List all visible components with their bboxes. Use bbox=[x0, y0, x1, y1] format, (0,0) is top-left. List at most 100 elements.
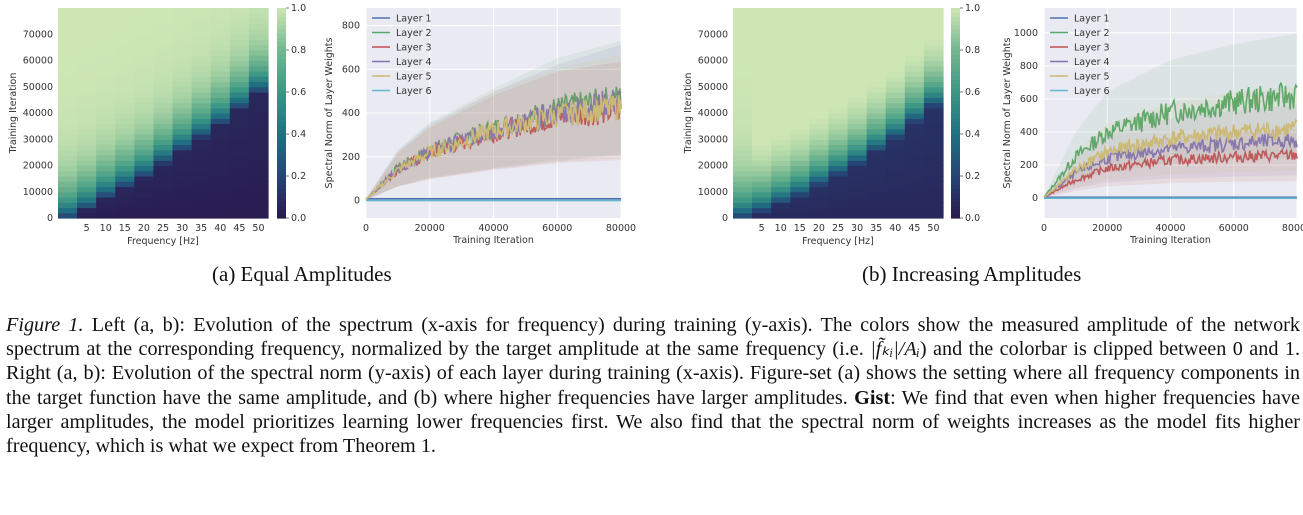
heatmap-cell bbox=[885, 86, 906, 93]
heatmap-cell bbox=[866, 202, 887, 209]
heatmap-cell bbox=[248, 113, 269, 119]
heatmap-cell bbox=[904, 60, 925, 67]
colorbar-segment bbox=[277, 117, 286, 122]
heatmap-cell bbox=[923, 113, 944, 119]
heatmap-cell bbox=[134, 76, 155, 83]
figure-1: 5 10 15 20 25 30 35 40 45 50010000200003000040000… bbox=[8, 3, 1303, 247]
heatmap-cell bbox=[904, 71, 925, 77]
heatmap-cell bbox=[229, 71, 250, 77]
heatmap-cell bbox=[96, 128, 116, 135]
heatmap-cell bbox=[96, 102, 116, 109]
legend-label: Layer 6 bbox=[1074, 86, 1110, 97]
heatmap-cell bbox=[153, 8, 174, 14]
heatmap-cell bbox=[248, 170, 269, 177]
colorbar-segment bbox=[277, 71, 286, 76]
heatmap-cell bbox=[229, 8, 250, 14]
heatmap-cell bbox=[172, 97, 193, 104]
heatmap-cell bbox=[172, 76, 193, 83]
heatmap-cell bbox=[229, 207, 250, 214]
heatmap-cell bbox=[210, 86, 231, 93]
heatmap-cell bbox=[58, 197, 78, 203]
heatmap-cell bbox=[828, 8, 849, 14]
y-tick-label: 600 bbox=[1020, 94, 1038, 105]
heatmap-cell bbox=[771, 207, 791, 214]
heatmap-cell bbox=[771, 134, 791, 140]
heatmap-cell bbox=[828, 13, 849, 20]
heatmap-cell bbox=[58, 76, 78, 83]
heatmap-cell bbox=[771, 13, 791, 20]
colorbar-segment bbox=[951, 100, 960, 106]
heatmap-cell bbox=[923, 191, 944, 198]
colorbar-segment bbox=[277, 197, 286, 202]
heatmap-cell bbox=[96, 149, 116, 156]
heatmap-cell bbox=[248, 139, 269, 146]
heatmap-cell bbox=[885, 65, 906, 72]
series-line bbox=[1043, 118, 1298, 198]
heatmap-cell bbox=[866, 144, 887, 151]
heatmap-cell bbox=[904, 207, 925, 214]
heatmap-cell bbox=[191, 202, 212, 209]
heatmap-cell bbox=[210, 76, 231, 83]
heatmap-cell bbox=[923, 65, 944, 72]
heatmap-cell bbox=[733, 86, 753, 93]
heatmap-cell bbox=[771, 165, 791, 172]
heatmap-cell bbox=[923, 13, 944, 20]
heatmap-cell bbox=[134, 144, 155, 151]
heatmap-cell bbox=[58, 65, 78, 72]
heatmap-cell bbox=[752, 44, 772, 51]
heatmap-cell bbox=[210, 44, 231, 51]
heatmap-cell bbox=[923, 139, 944, 146]
heatmap-cell bbox=[191, 18, 212, 25]
heatmap-cell bbox=[752, 160, 772, 167]
heatmap-cell bbox=[885, 81, 906, 88]
heatmap-cell bbox=[229, 170, 250, 177]
heatmap-cell bbox=[923, 39, 944, 46]
heatmap-cell bbox=[248, 50, 269, 56]
heatmap-cell bbox=[96, 191, 116, 198]
heatmap-cell bbox=[904, 176, 925, 182]
heatmap-cell bbox=[752, 86, 772, 93]
heatmap-cell bbox=[923, 34, 944, 41]
legend-label: Layer 2 bbox=[396, 28, 432, 39]
heatmap-cell bbox=[733, 123, 753, 130]
colorbar-segment bbox=[951, 41, 960, 47]
heatmap-cell bbox=[134, 86, 155, 93]
heatmap-cell bbox=[229, 181, 250, 188]
heatmap-cell bbox=[790, 176, 810, 182]
heatmap-cell bbox=[153, 123, 174, 130]
heatmap-cell bbox=[771, 18, 791, 25]
heatmap-cell bbox=[134, 170, 155, 177]
heatmap-cell bbox=[229, 118, 250, 125]
heatmap-cell bbox=[229, 39, 250, 46]
colorbar-segment bbox=[277, 125, 286, 131]
heatmap-cell bbox=[904, 86, 925, 93]
heatmap-cell bbox=[866, 181, 887, 188]
heatmap-cell bbox=[77, 160, 97, 167]
heatmap-cell bbox=[191, 118, 212, 125]
heatmap-cell bbox=[77, 13, 97, 20]
heatmap-cell bbox=[866, 50, 887, 56]
heatmap-cell bbox=[153, 134, 174, 140]
heatmap-cell bbox=[847, 113, 868, 119]
heatmap-cell bbox=[153, 191, 174, 198]
colorbar-segment bbox=[277, 201, 286, 206]
heatmap-cell bbox=[172, 86, 193, 93]
heatmap-cell bbox=[809, 176, 830, 182]
colorbar-tick-label: 1.0 bbox=[965, 3, 980, 14]
heatmap-cell bbox=[809, 86, 830, 93]
legend: Layer 1 Layer 2 Layer 3 Layer 4 Layer 5 Layer… bbox=[372, 14, 432, 97]
heatmap-cell bbox=[58, 8, 78, 14]
heatmap-cell bbox=[229, 197, 250, 203]
heatmap-cell bbox=[77, 202, 97, 209]
x-tick-label: 20000 bbox=[415, 223, 445, 234]
heatmap-cell bbox=[77, 197, 97, 203]
heatmap-cell bbox=[752, 191, 772, 198]
heatmap-cell bbox=[115, 118, 135, 125]
heatmap-cell bbox=[904, 212, 925, 219]
x-axis-label: Training Iteration bbox=[452, 235, 534, 246]
heatmap-cell bbox=[809, 202, 830, 209]
caption-math: |f̃ₖᵢ|/Aᵢ bbox=[870, 338, 920, 361]
heatmap-cell bbox=[809, 118, 830, 125]
heatmap-cell bbox=[134, 65, 155, 72]
heatmap-cell bbox=[77, 139, 97, 146]
